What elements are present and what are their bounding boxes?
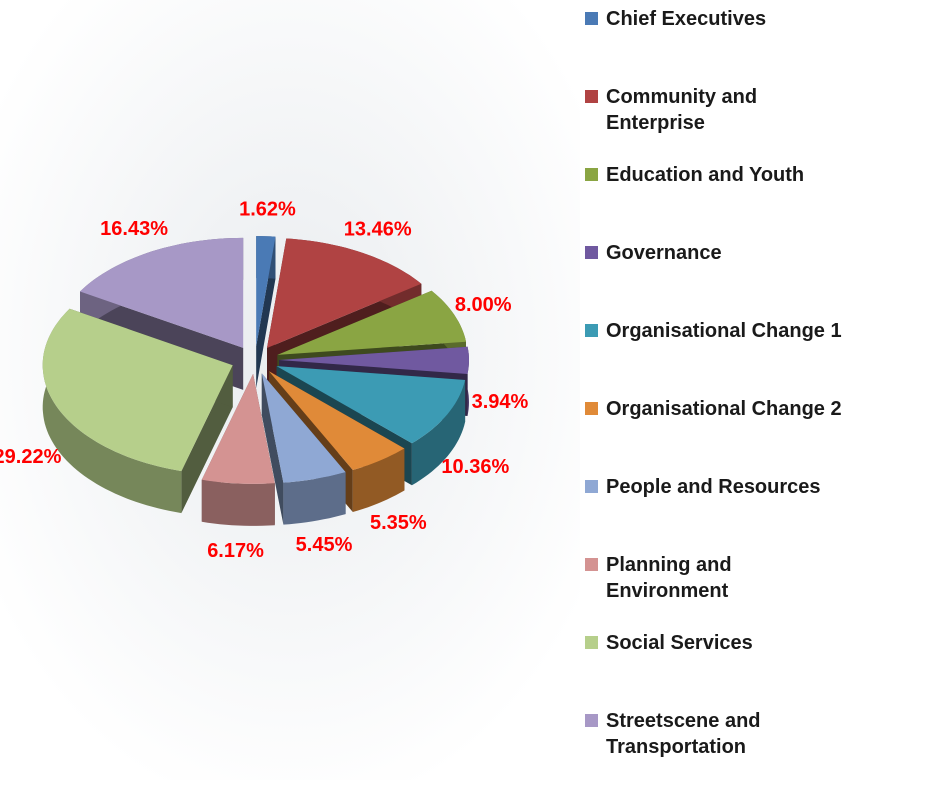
legend-label: Education and Youth xyxy=(606,164,805,186)
slice xyxy=(277,290,466,355)
legend-label: Planning and Environment xyxy=(606,554,732,602)
legend-label: Streetscene and Transportation xyxy=(606,710,761,758)
legend-item: Education and Youth xyxy=(585,162,930,240)
data-label: 6.17% xyxy=(207,540,264,562)
data-label: 13.46% xyxy=(344,218,412,240)
legend-label: Organisational Change 1 xyxy=(606,320,842,342)
legend-label: Governance xyxy=(606,242,722,264)
slice xyxy=(279,346,469,374)
legend-item: Governance xyxy=(585,240,930,318)
slice-side xyxy=(283,472,346,525)
legend-item: Chief Executives xyxy=(585,6,930,84)
data-label: 16.43% xyxy=(100,218,168,240)
slice-side xyxy=(201,479,275,526)
legend-label: Social Services xyxy=(606,632,753,654)
legend-item: Organisational Change 2 xyxy=(585,396,930,474)
legend-swatch xyxy=(585,324,598,337)
slice-side xyxy=(42,308,182,514)
legend-label: People and Resources xyxy=(606,476,821,498)
legend-swatch xyxy=(585,246,598,259)
legend-swatch xyxy=(585,714,598,727)
slice xyxy=(276,366,466,444)
legend-label: Organisational Change 2 xyxy=(606,398,842,420)
slice xyxy=(256,236,276,347)
data-label: 3.94% xyxy=(472,391,529,413)
slice xyxy=(261,373,346,483)
legend-swatch xyxy=(585,558,598,571)
legend-label: Chief Executives xyxy=(606,8,767,30)
legend-item: Community and Enterprise xyxy=(585,84,930,162)
slice xyxy=(201,373,275,484)
legend: Chief Executives Community and Enterprise… xyxy=(585,6,930,786)
legend-item: Social Services xyxy=(585,630,930,708)
slice-side xyxy=(352,448,405,512)
legend-swatch xyxy=(585,636,598,649)
legend-swatch xyxy=(585,168,598,181)
slice xyxy=(80,237,244,348)
data-label: 5.35% xyxy=(370,512,427,534)
slice xyxy=(269,371,405,470)
chart: 1.62% 13.46% 8.00% 3.94% 10.36% 5.35% 5.45% 6.1… xyxy=(0,0,580,780)
legend-item: Planning and Environment xyxy=(585,552,930,630)
data-label: 10.36% xyxy=(441,456,509,478)
legend-swatch xyxy=(585,402,598,415)
legend-item: People and Resources xyxy=(585,474,930,552)
slice xyxy=(267,238,422,348)
slice-side xyxy=(411,380,466,486)
legend-swatch xyxy=(585,90,598,103)
slice-side xyxy=(261,373,284,525)
data-label: 29.22% xyxy=(0,446,62,468)
legend-item: Organisational Change 1 xyxy=(585,318,930,396)
data-label: 1.62% xyxy=(239,198,296,220)
legend-swatch xyxy=(585,480,598,493)
slice xyxy=(42,308,233,472)
legend-label: Community and Enterprise xyxy=(606,86,758,134)
legend-swatch xyxy=(585,12,598,25)
data-label: 5.45% xyxy=(296,534,353,556)
legend-item: Streetscene and Transportation xyxy=(585,708,930,786)
data-label: 8.00% xyxy=(455,294,512,316)
